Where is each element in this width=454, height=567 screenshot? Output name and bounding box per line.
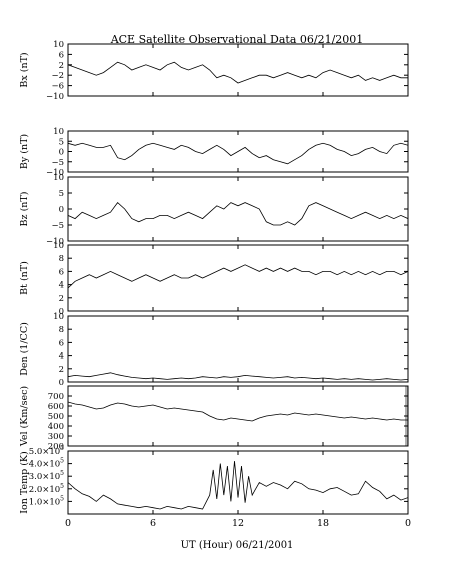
series-line-temp — [68, 461, 408, 510]
y-tick-label: 700 — [48, 392, 64, 402]
y-tick-label: 8 — [59, 325, 64, 335]
y-tick-label: −5 — [51, 158, 64, 168]
y-tick-label: 2 — [59, 294, 64, 304]
y-tick-label: 5.0×105 — [29, 445, 64, 457]
series-line-bx — [68, 61, 408, 84]
y-tick-label: 0 — [59, 378, 64, 388]
panel-frame — [67, 176, 409, 242]
y-tick-label: 400 — [48, 422, 64, 432]
y-tick-label: 10 — [53, 173, 64, 183]
panel-bz: −10 −5 0 5 10 Bz (nT) — [19, 173, 409, 247]
series-line-den — [68, 372, 408, 381]
panel-den: 0 2 4 6 8 10 Den (1/CC) — [19, 312, 409, 388]
y-tick-label: 6 — [59, 50, 64, 60]
y-tick-label: 0 — [59, 205, 64, 215]
y-tick-label: −10 — [46, 92, 64, 102]
figure-title: ACE Satellite Observational Data 06/21/2… — [110, 33, 364, 46]
series-line-by — [68, 142, 408, 165]
y-tick-label: 300 — [48, 432, 64, 442]
x-axis: 0 6 12 18 0 — [65, 518, 411, 529]
series-line-vel — [68, 401, 408, 422]
y-tick-label: 2.0×105 — [29, 483, 64, 495]
y-tick-label: −2 — [51, 71, 64, 81]
y-axis-label-by: By (nT) — [19, 134, 30, 169]
y-tick-label: 5 — [59, 137, 64, 147]
y-tick-label: 0 — [59, 307, 64, 317]
y-tick-label: −10 — [46, 237, 64, 247]
y-tick-label: 10 — [53, 40, 64, 50]
y-axis-label-den: Den (1/CC) — [19, 322, 30, 376]
panel-frame — [67, 43, 409, 97]
y-tick-label: 3.0×105 — [29, 470, 64, 482]
panel-bt: 0 2 4 6 8 10 Bt (nT) — [19, 241, 409, 317]
y-tick-label: 2 — [59, 61, 64, 71]
series-line-bz — [68, 202, 408, 226]
y-tick-label: 4 — [59, 352, 64, 362]
y-tick-label: 10 — [53, 312, 64, 322]
y-tick-label: 10 — [53, 127, 64, 137]
y-tick-label: 1.0×105 — [29, 495, 64, 507]
x-axis-label: UT (Hour) 06/21/2001 — [181, 540, 294, 551]
y-tick-label: 10 — [53, 241, 64, 251]
y-tick-label: 0 — [59, 148, 64, 158]
y-tick-label: 600 — [48, 402, 64, 412]
y-tick-label: −6 — [51, 82, 64, 92]
x-tick-label: 0 — [405, 518, 411, 529]
y-axis-label-temp: Ion Temp (K) — [19, 451, 30, 513]
y-tick-label: −10 — [46, 168, 64, 178]
y-tick-label: 6 — [59, 338, 64, 348]
y-tick-label: 200 — [48, 442, 64, 452]
y-tick-label: 4 — [59, 281, 64, 291]
x-tick-label: 0 — [65, 518, 71, 529]
panel-frame — [67, 244, 409, 312]
y-tick-label: 8 — [59, 254, 64, 264]
y-axis-label-bz: Bz (nT) — [19, 192, 30, 227]
y-axis-label-bt: Bt (nT) — [19, 261, 30, 295]
y-tick-label: 4.0×105 — [29, 458, 64, 470]
x-tick-label: 12 — [232, 518, 244, 529]
y-axis-label-bx: Bx (nT) — [19, 52, 30, 87]
panel-frame — [67, 315, 409, 383]
y-axis-label-vel: Vel (Km/sec) — [19, 386, 30, 447]
series-line-bt — [68, 264, 408, 289]
y-tick-label: 5 — [59, 189, 64, 199]
panel-frame — [67, 385, 409, 447]
y-tick-label: 2 — [59, 365, 64, 375]
y-tick-label: 6 — [59, 267, 64, 277]
x-tick-label: 18 — [317, 518, 329, 529]
x-tick-label: 6 — [150, 518, 156, 529]
y-tick-label: −5 — [51, 221, 64, 231]
y-tick-label: 500 — [48, 412, 64, 422]
